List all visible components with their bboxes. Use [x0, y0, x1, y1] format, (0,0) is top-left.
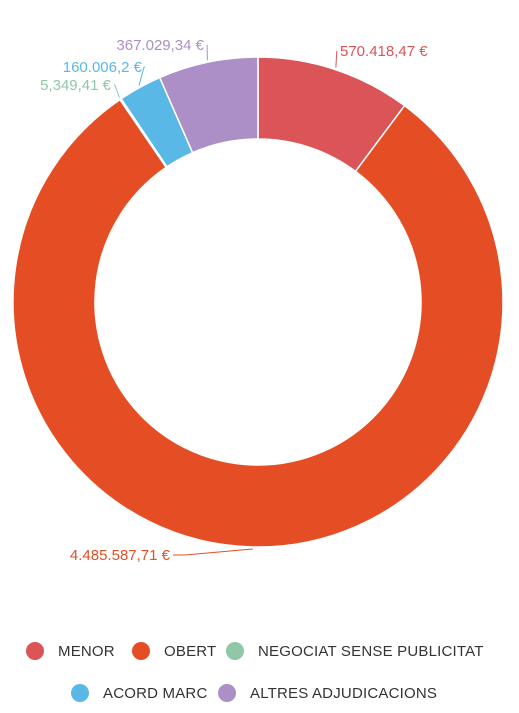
value-label-acord-marc: 160.006,2 €	[63, 59, 143, 76]
value-label-negociat-sense-publicitat: 5,349,41 €	[40, 77, 112, 94]
legend-label-menor: MENOR	[58, 642, 115, 660]
legend-label-negociat: NEGOCIAT SENSE PUBLICITAT	[258, 642, 484, 660]
legend-item-acord-marc[interactable]: ACORD MARC	[71, 684, 208, 702]
legend-item-altres[interactable]: ALTRES ADJUDICACIONS	[218, 684, 437, 702]
slice-obert[interactable]	[12, 98, 504, 548]
slice-altres-adjudicacions[interactable]	[158, 56, 259, 154]
legend-item-obert[interactable]: OBERT	[132, 642, 216, 660]
legend-dot-altres	[218, 684, 236, 702]
leader-line-menor	[335, 50, 338, 68]
legend-label-acord-marc: ACORD MARC	[103, 684, 208, 702]
legend-label-altres: ALTRES ADJUDICACIONS	[250, 684, 438, 702]
donut-slices	[12, 56, 504, 548]
legend-label-obert: OBERT	[164, 642, 217, 660]
legend-item-menor[interactable]: MENOR	[26, 642, 115, 660]
value-label-obert: 4.485.587,71 €	[70, 547, 171, 564]
legend-dot-obert	[132, 642, 150, 660]
leader-lines	[114, 44, 338, 556]
leader-line-acord-marc	[138, 66, 145, 86]
leader-line-obert	[173, 548, 253, 556]
leader-line-negociat-sense-publicitat	[114, 84, 120, 98]
legend-item-negociat[interactable]: NEGOCIAT SENSE PUBLICITAT	[226, 642, 484, 660]
legend-dot-menor	[26, 642, 44, 660]
slice-labels: 570.418,47 € 4.485.587,71 € 5,349,41 €160.…	[40, 37, 428, 564]
value-label-altres-adjudicacions: 367.029,34 €	[116, 37, 204, 54]
legend-dot-negociat	[226, 642, 244, 660]
value-label-menor: 570.418,47 €	[340, 43, 428, 60]
legend-dot-acord-marc	[71, 684, 89, 702]
